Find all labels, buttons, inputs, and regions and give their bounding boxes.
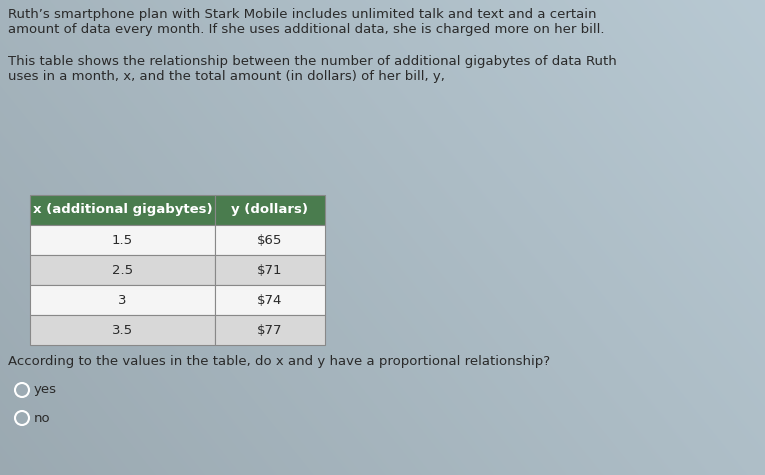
- Text: $71: $71: [257, 264, 283, 276]
- Text: Ruth’s smartphone plan with Stark Mobile includes unlimited talk and text and a : Ruth’s smartphone plan with Stark Mobile…: [8, 8, 604, 36]
- Text: 3.5: 3.5: [112, 323, 133, 336]
- Bar: [30, 195, 215, 225]
- Text: x (additional gigabytes): x (additional gigabytes): [33, 203, 213, 217]
- Bar: [30, 255, 215, 285]
- Text: $65: $65: [257, 234, 283, 247]
- Bar: [215, 225, 325, 255]
- Text: no: no: [34, 411, 50, 425]
- Bar: [215, 195, 325, 225]
- Text: $74: $74: [257, 294, 283, 306]
- Bar: [215, 255, 325, 285]
- Bar: [215, 285, 325, 315]
- Bar: [215, 315, 325, 345]
- Text: According to the values in the table, do x and y have a proportional relationshi: According to the values in the table, do…: [8, 355, 550, 368]
- Text: $77: $77: [257, 323, 283, 336]
- Bar: [30, 315, 215, 345]
- Text: This table shows the relationship between the number of additional gigabytes of : This table shows the relationship betwee…: [8, 55, 617, 83]
- Bar: [30, 285, 215, 315]
- Text: y (dollars): y (dollars): [232, 203, 308, 217]
- Text: 1.5: 1.5: [112, 234, 133, 247]
- Text: yes: yes: [34, 383, 57, 397]
- Text: 2.5: 2.5: [112, 264, 133, 276]
- Bar: [30, 225, 215, 255]
- Text: 3: 3: [119, 294, 127, 306]
